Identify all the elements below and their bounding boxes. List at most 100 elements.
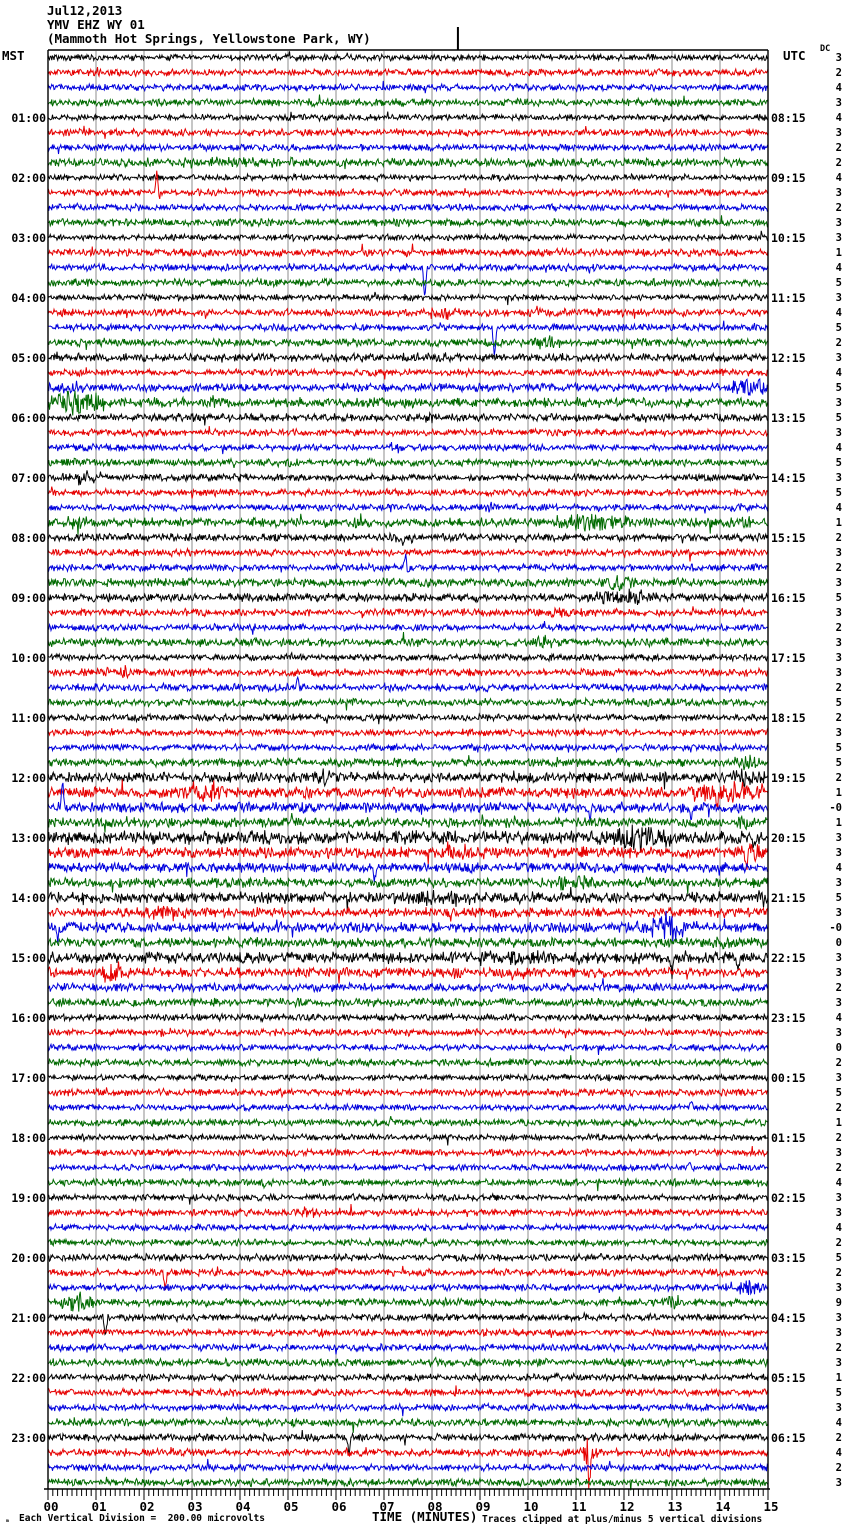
dc-value: 5 — [835, 411, 842, 424]
seismic-trace — [47, 1222, 769, 1233]
mst-time-label: 13:00 — [11, 830, 46, 845]
seismic-trace — [47, 1252, 769, 1263]
dc-value: 3 — [835, 966, 842, 979]
dc-value: 4 — [835, 1416, 842, 1429]
utc-time-label: 10:15 — [771, 230, 806, 245]
seismic-trace — [47, 675, 769, 694]
utc-time-label: 03:15 — [771, 1250, 806, 1265]
dc-value: 2 — [835, 561, 842, 574]
dc-value: 3 — [835, 876, 842, 889]
dc-value: 3 — [835, 126, 842, 139]
seismic-trace — [47, 1042, 769, 1056]
dc-value: 2 — [835, 156, 842, 169]
seismic-trace — [47, 997, 769, 1009]
seismic-trace — [47, 813, 769, 833]
dc-value: 2 — [835, 1461, 842, 1474]
minute-label: 15 — [763, 1499, 779, 1514]
seismic-trace — [47, 1438, 769, 1489]
utc-time-label: 19:15 — [771, 770, 806, 785]
dc-value: 4 — [835, 81, 842, 94]
dc-value: 3 — [835, 1146, 842, 1159]
utc-time-label: 14:15 — [771, 470, 806, 485]
seismic-trace — [47, 1012, 769, 1024]
mst-time-label: 22:00 — [11, 1370, 46, 1385]
header-station: YMV EHZ WY 01 — [47, 17, 145, 32]
dc-value: 1 — [835, 1116, 842, 1129]
dc-value: 1 — [835, 246, 842, 259]
seismic-trace — [47, 1385, 769, 1398]
dc-value: 2 — [835, 336, 842, 349]
dc-value: 1 — [835, 786, 842, 799]
mst-time-label: 03:00 — [11, 230, 46, 245]
mst-axis-title: MST — [2, 48, 25, 63]
mst-time-label: 02:00 — [11, 170, 46, 185]
seismic-trace — [47, 390, 769, 416]
seismic-trace — [47, 1291, 769, 1312]
seismic-trace — [47, 575, 769, 592]
seismic-trace — [47, 978, 769, 994]
dc-value: 4 — [835, 306, 842, 319]
seismic-trace — [47, 531, 769, 546]
mst-time-label: 12:00 — [11, 770, 46, 785]
seismic-trace — [47, 651, 769, 663]
minute-label: 07 — [379, 1499, 395, 1514]
dc-value: 2 — [835, 1236, 842, 1249]
clip-note: Traces clipped at plus/minus 5 vertical … — [482, 1514, 763, 1525]
dc-value: 3 — [835, 291, 842, 304]
seismic-trace — [47, 243, 769, 259]
seismic-trace — [47, 156, 769, 170]
seismic-trace — [47, 456, 769, 469]
seismic-trace — [47, 910, 769, 943]
dc-column-title: DC — [820, 44, 831, 54]
seismic-trace — [47, 1145, 769, 1158]
mst-time-label: 17:00 — [11, 1070, 46, 1085]
seismic-trace — [47, 410, 769, 426]
seismic-trace — [47, 1311, 769, 1336]
dc-value: 2 — [835, 1431, 842, 1444]
seismic-trace — [47, 841, 769, 870]
minute-label: 14 — [715, 1499, 731, 1514]
dc-value: 5 — [835, 486, 842, 499]
seismic-trace — [47, 111, 769, 123]
seismic-trace — [47, 696, 769, 711]
minute-label: 12 — [619, 1499, 635, 1514]
mst-time-label: 19:00 — [11, 1190, 46, 1205]
seismic-trace — [47, 94, 769, 108]
dc-value: 5 — [835, 756, 842, 769]
seismic-trace — [47, 1203, 769, 1218]
seismic-trace — [47, 142, 769, 155]
seismic-trace — [47, 1161, 769, 1173]
utc-time-label: 00:15 — [771, 1070, 806, 1085]
utc-time-label: 20:15 — [771, 830, 806, 845]
seismic-trace — [47, 442, 769, 455]
dc-value: 3 — [835, 576, 842, 589]
seismic-trace — [47, 1280, 769, 1296]
dc-value: 3 — [835, 1071, 842, 1084]
mst-time-label: 01:00 — [11, 110, 46, 125]
mst-time-label: 06:00 — [11, 410, 46, 425]
dc-value: 3 — [835, 636, 842, 649]
dc-value: 4 — [835, 441, 842, 454]
header-location: (Mammoth Hot Springs, Yellowstone Park, … — [47, 31, 371, 46]
dc-value: 4 — [835, 501, 842, 514]
dc-value: 4 — [835, 171, 842, 184]
seismic-trace — [47, 501, 769, 514]
minute-label: 03 — [187, 1499, 203, 1514]
dc-value: 2 — [835, 711, 842, 724]
mst-time-label: 08:00 — [11, 530, 46, 545]
seismic-trace — [47, 80, 769, 94]
minute-label: 10 — [523, 1499, 539, 1514]
seismic-trace — [47, 172, 769, 183]
seismic-trace — [47, 779, 769, 810]
dc-value: 4 — [835, 366, 842, 379]
dc-value: 2 — [835, 66, 842, 79]
seismic-trace — [47, 606, 769, 619]
dc-value: 3 — [835, 1311, 842, 1324]
dc-value: 3 — [835, 606, 842, 619]
seismic-trace — [47, 553, 769, 574]
seismic-trace — [47, 1072, 769, 1083]
utc-time-label: 02:15 — [771, 1190, 806, 1205]
dc-value: 3 — [835, 471, 842, 484]
dc-value: -0 — [829, 921, 842, 934]
dc-value: 5 — [835, 696, 842, 709]
